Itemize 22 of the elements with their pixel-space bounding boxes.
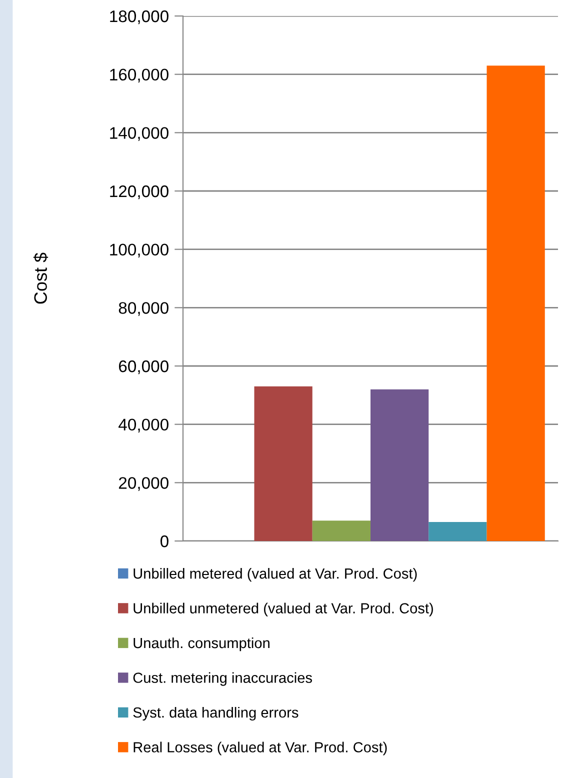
y-tick-label: 60,000 bbox=[118, 360, 168, 374]
y-tick-label: 0 bbox=[160, 535, 168, 548]
y-tick-label: 140,000 bbox=[110, 127, 168, 141]
y-axis-title: Cost $ bbox=[33, 252, 48, 304]
y-tick-label: 180,000 bbox=[110, 10, 168, 24]
bar bbox=[428, 522, 487, 541]
bar bbox=[370, 389, 429, 541]
y-tick-label: 120,000 bbox=[110, 185, 168, 200]
y-tick-label: 80,000 bbox=[118, 302, 168, 316]
bar bbox=[254, 386, 312, 541]
legend-label: Real Losses (valued at Var. Prod. Cost) bbox=[134, 742, 387, 756]
legend-label: Unbilled metered (valued at Var. Prod. Cost) bbox=[134, 568, 417, 582]
legend-label: Syst. data handling errors bbox=[133, 706, 298, 721]
y-tick-label: 100,000 bbox=[110, 244, 168, 258]
bar bbox=[486, 66, 545, 541]
bar bbox=[312, 520, 370, 541]
legend-label: Cust. metering inaccuracies bbox=[133, 672, 312, 686]
y-tick-label: 40,000 bbox=[118, 418, 168, 433]
legend-label: Unbilled unmetered (valued at Var. Prod. Cost) bbox=[134, 602, 433, 616]
y-tick-label: 20,000 bbox=[118, 477, 168, 491]
legend-label: Unauth. consumption bbox=[134, 637, 270, 652]
y-tick-label: 160,000 bbox=[110, 68, 168, 83]
